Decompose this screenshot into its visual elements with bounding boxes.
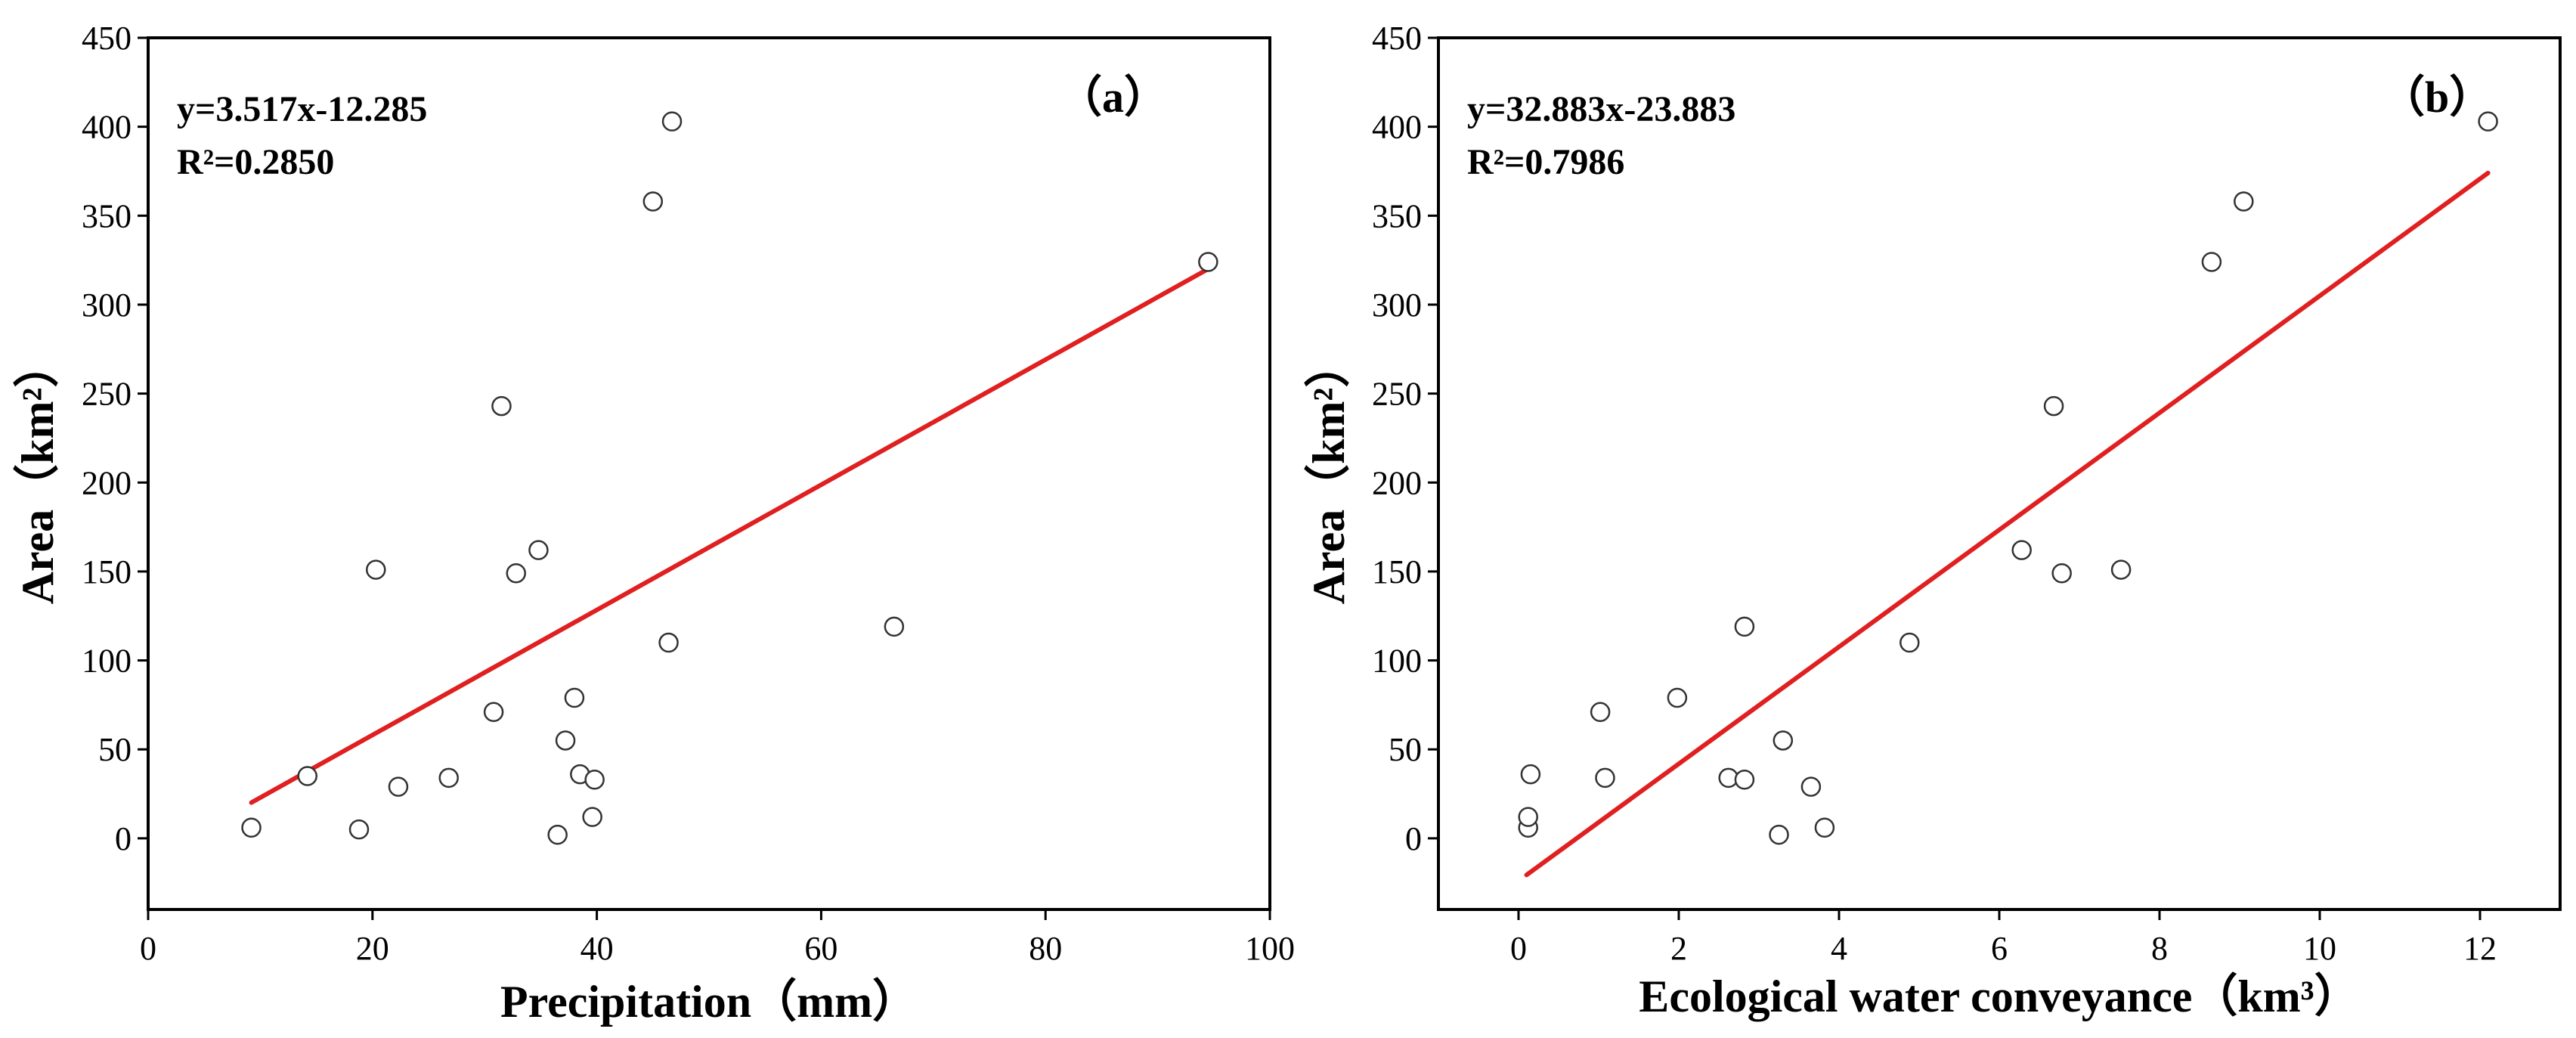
data-point [388, 776, 409, 797]
data-point [297, 766, 317, 786]
data-point [1590, 702, 1611, 723]
data-point [2201, 252, 2222, 272]
data-point [1520, 764, 1541, 785]
data-point [438, 767, 459, 789]
r-squared: R²=0.7986 [1467, 142, 1624, 182]
data-point [564, 687, 585, 708]
x-tick-label: 2 [1670, 930, 1687, 967]
data-point [661, 111, 683, 132]
data-point [506, 563, 527, 584]
plot-frame [147, 36, 1271, 911]
y-axis-title: Area（km²） [12, 342, 63, 605]
data-point [642, 191, 664, 212]
panel-label: （b） [2381, 73, 2493, 122]
x-axis-title: Ecological water conveyance（km³） [1639, 971, 2359, 1021]
y-tick-label: 200 [1372, 464, 1422, 501]
x-axis-title: Precipitation（mm） [500, 976, 918, 1027]
x-tick-label: 12 [2463, 930, 2497, 967]
panel-label: （a） [1058, 73, 1168, 122]
x-tick-label: 10 [2303, 930, 2336, 967]
data-point [555, 730, 576, 751]
y-tick-label: 0 [115, 820, 132, 857]
data-point [1769, 824, 1789, 845]
chart-panel-a: y=3.517x-12.285 R²=0.2850 （a） Precipitat… [12, 20, 1295, 1027]
x-tick-label: 6 [1991, 930, 2008, 967]
data-point [2234, 191, 2254, 212]
y-tick-label: 50 [1389, 731, 1422, 768]
x-tick-label: 20 [356, 930, 389, 967]
data-point [658, 632, 679, 653]
data-point [241, 817, 262, 838]
regression-equation: y=32.883x-23.883 [1467, 89, 1735, 129]
data-point [547, 824, 568, 845]
data-point [366, 559, 386, 580]
y-tick-label: 0 [1405, 820, 1422, 857]
y-tick-label: 250 [1372, 376, 1422, 413]
data-point [1734, 616, 1755, 637]
data-point [348, 819, 370, 840]
y-tick-label: 100 [1372, 643, 1422, 680]
y-tick-label: 250 [82, 376, 132, 413]
y-tick-label: 400 [1372, 109, 1422, 146]
data-point [1198, 252, 1218, 272]
y-tick-label: 400 [82, 109, 132, 146]
data-point [2011, 540, 2032, 560]
y-tick-label: 300 [82, 287, 132, 324]
y-tick-label: 300 [1372, 287, 1422, 324]
x-tick-label: 80 [1029, 930, 1062, 967]
x-tick-label: 4 [1831, 930, 1847, 967]
data-point [1734, 769, 1755, 790]
data-point [2043, 395, 2064, 417]
data-point [491, 395, 512, 417]
data-point [2478, 111, 2498, 132]
data-point [1667, 687, 1688, 708]
data-point [1899, 632, 1920, 653]
data-point [1814, 817, 1835, 838]
x-tick-label: 0 [140, 930, 156, 967]
regression-equation: y=3.517x-12.285 [177, 89, 427, 129]
x-tick-label: 40 [581, 930, 614, 967]
y-tick-label: 450 [82, 20, 132, 57]
data-point [483, 702, 504, 723]
data-point [2110, 559, 2132, 580]
x-tick-label: 8 [2151, 930, 2168, 967]
x-tick-label: 0 [1510, 930, 1527, 967]
y-tick-label: 200 [82, 464, 132, 501]
data-point [884, 616, 905, 637]
y-tick-label: 350 [82, 197, 132, 234]
data-point [582, 807, 602, 827]
data-point [1800, 776, 1822, 797]
y-tick-label: 150 [1372, 553, 1422, 590]
data-point [584, 769, 605, 790]
y-tick-label: 50 [98, 731, 132, 768]
data-point [2051, 563, 2072, 584]
y-axis-title: Area（km²） [1303, 342, 1354, 605]
x-tick-label: 100 [1245, 930, 1295, 967]
data-point [1518, 807, 1538, 827]
r-squared: R²=0.2850 [177, 142, 334, 182]
regression-line [1524, 170, 2491, 878]
x-tick-label: 60 [804, 930, 838, 967]
data-point [528, 540, 549, 560]
y-tick-label: 100 [82, 643, 132, 680]
chart-panel-b: y=32.883x-23.883 R²=0.7986 （b） Ecologica… [1303, 20, 2562, 1021]
data-point [1595, 767, 1615, 789]
y-tick-label: 450 [1372, 20, 1422, 57]
y-tick-label: 350 [1372, 197, 1422, 234]
regression-line [249, 266, 1211, 805]
data-point [1773, 730, 1794, 751]
y-tick-label: 150 [82, 553, 132, 590]
